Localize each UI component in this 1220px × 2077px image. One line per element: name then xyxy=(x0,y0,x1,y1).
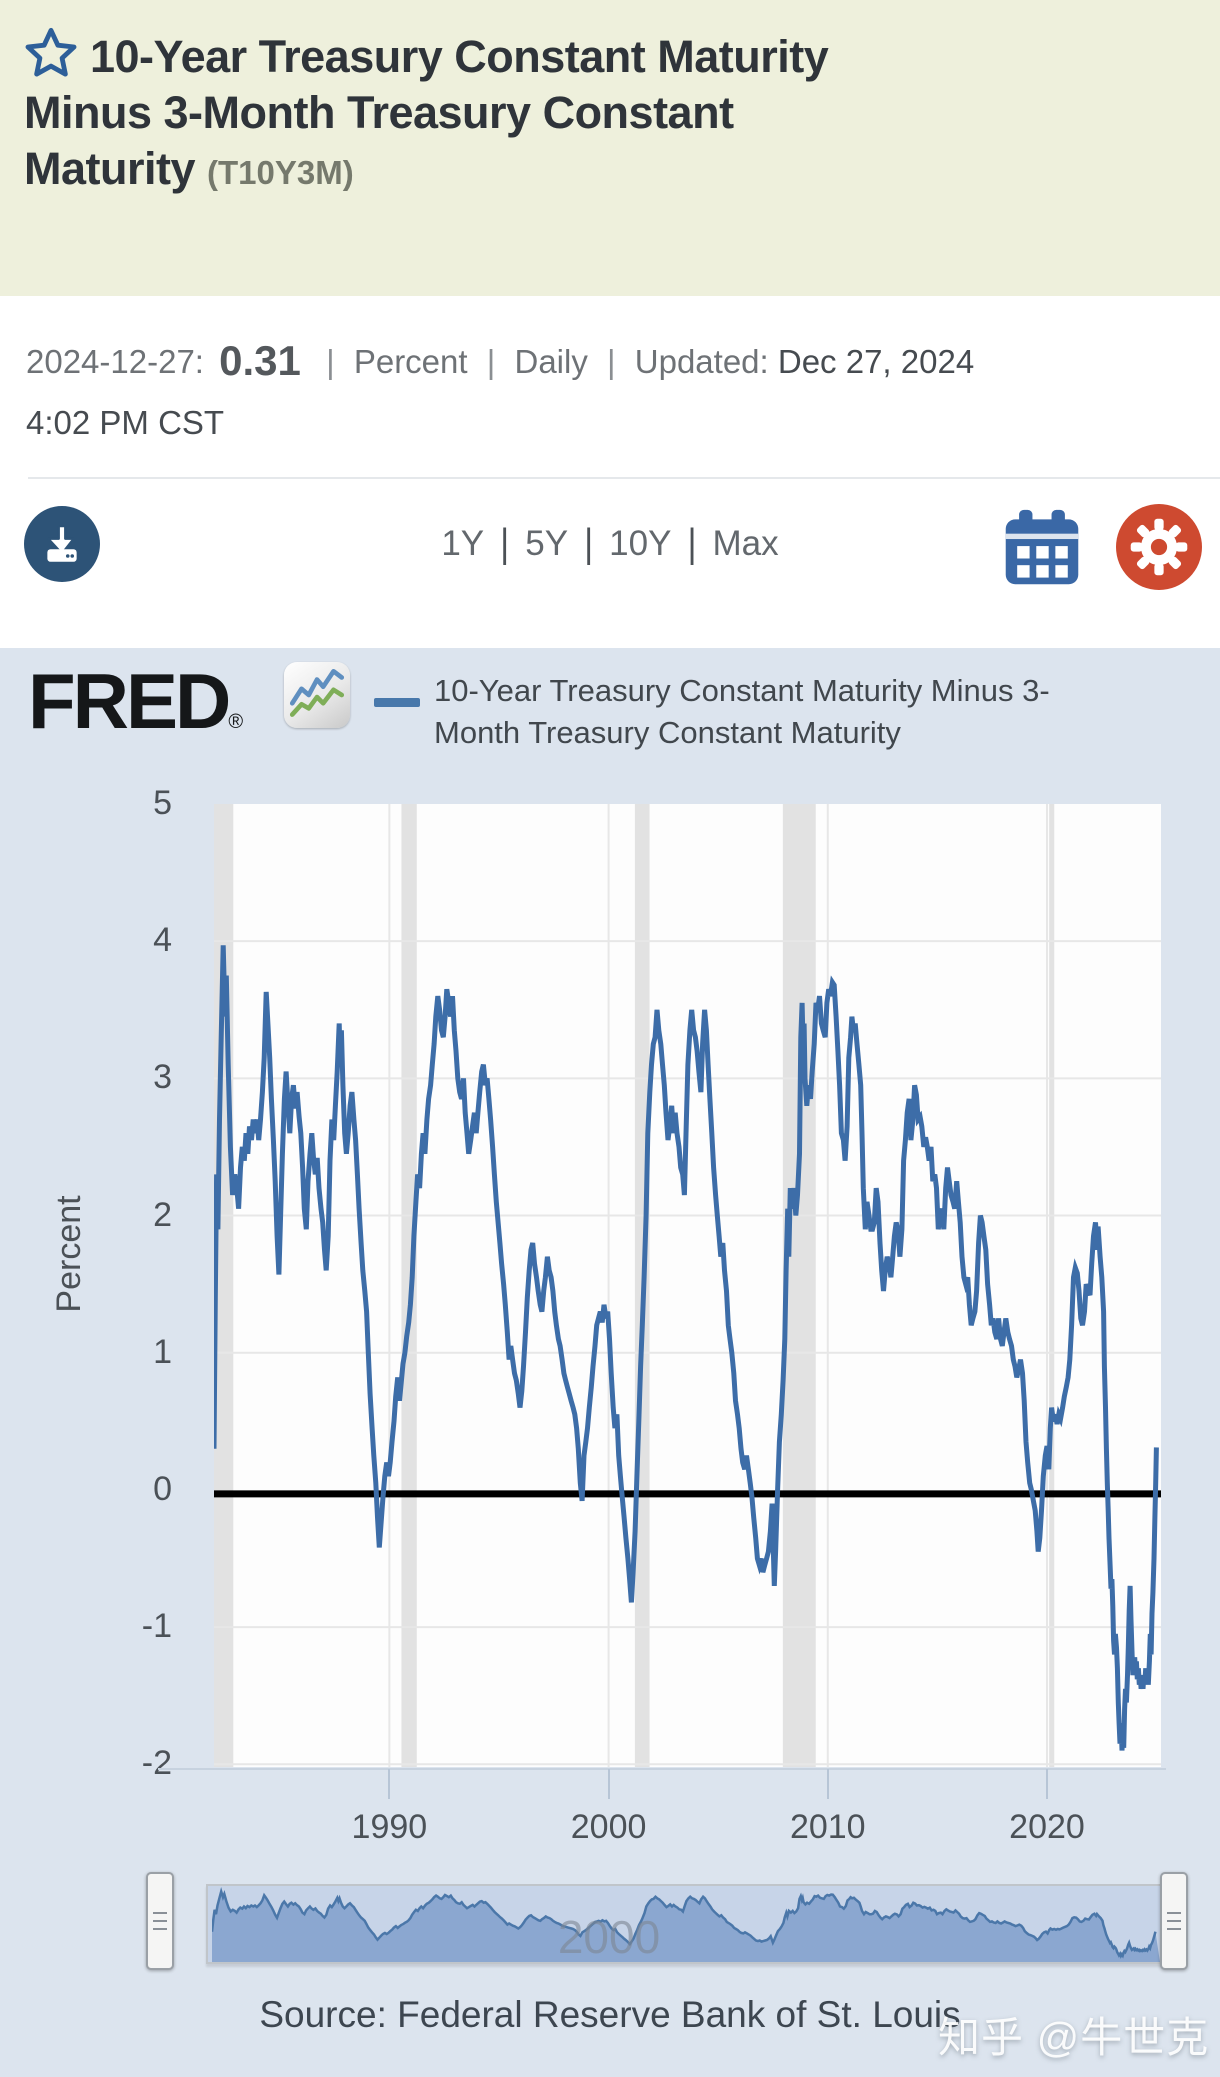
title-line-3: Maturity xyxy=(24,142,196,194)
x-tick-label: 2000 xyxy=(570,1808,647,1846)
fred-logo-icon xyxy=(284,662,350,728)
recession-band xyxy=(782,804,816,1767)
observation-date: 2024-12-27: xyxy=(26,343,204,380)
x-tick-mark xyxy=(388,1769,391,1799)
y-tick-label: 4 xyxy=(153,921,172,960)
x-tick-label: 2020 xyxy=(1009,1808,1085,1846)
updated-date: Dec 27, 2024 xyxy=(777,343,975,380)
range-option-max[interactable]: Max xyxy=(712,524,779,563)
x-tick-mark xyxy=(607,1769,610,1799)
range-option-5y[interactable]: 5Y xyxy=(525,524,569,563)
recession-band xyxy=(1049,804,1055,1767)
star-icon xyxy=(25,27,77,77)
y-tick-label: 2 xyxy=(153,1195,172,1234)
separator: | xyxy=(607,343,616,380)
x-axis-line xyxy=(158,1768,1166,1770)
y-tick-label: 5 xyxy=(153,784,172,822)
updated-label: Updated: xyxy=(634,343,769,380)
header: 10-Year Treasury Constant Maturity Minus… xyxy=(0,0,1220,296)
download-button[interactable] xyxy=(24,506,100,582)
y-tick-label: -1 xyxy=(141,1607,172,1646)
x-tick-label: 1990 xyxy=(351,1808,428,1846)
separator: | xyxy=(486,343,496,380)
fred-logo[interactable]: FRED® xyxy=(28,656,243,746)
updated-time: 4:02 PM CST xyxy=(26,403,225,441)
plot-background xyxy=(214,804,1161,1767)
slider-area xyxy=(212,1891,1160,1962)
gear-icon xyxy=(1130,518,1188,576)
frequency-label: Daily xyxy=(514,343,588,380)
registered-mark: ® xyxy=(228,711,244,733)
range-slider-track[interactable]: 2000 xyxy=(206,1884,1168,1964)
page-title: 10-Year Treasury Constant Maturity Minus… xyxy=(24,26,1199,196)
y-axis-title: Percent xyxy=(50,1195,88,1313)
series-line xyxy=(214,945,1159,1751)
x-tick-mark xyxy=(1046,1769,1048,1799)
series-ticker: (T10Y3M) xyxy=(207,153,354,191)
divider xyxy=(28,477,1220,479)
range-option-10y[interactable]: 10Y xyxy=(609,524,672,563)
range-slider-minichart xyxy=(212,1887,1160,1962)
y-tick-label: 1 xyxy=(153,1332,172,1371)
legend-line-swatch xyxy=(374,698,420,707)
chart-section: FRED® 10-Year Treasury Constant Maturity… xyxy=(0,648,1220,2077)
download-icon xyxy=(47,525,77,562)
watermark: 知乎 @牛世克 xyxy=(938,2014,1210,2061)
title-line-1: 10-Year Treasury Constant Maturity xyxy=(90,31,829,82)
range-option-1y[interactable]: 1Y xyxy=(441,524,485,563)
x-tick-label: 2010 xyxy=(789,1808,866,1846)
date-range-selector: 1Y | 5Y | 10Y | Max xyxy=(0,521,1220,566)
favorite-button[interactable] xyxy=(24,26,78,80)
separator: | xyxy=(326,343,335,380)
slider-year-label: 2000 xyxy=(557,1911,661,1963)
slider-handle-left[interactable] xyxy=(146,1872,174,1970)
settings-button[interactable] xyxy=(1116,504,1202,590)
y-tick-label: -2 xyxy=(141,1744,172,1783)
fred-logo-text: FRED xyxy=(28,657,231,745)
x-tick-mark xyxy=(826,1769,829,1799)
observation-readout: 2024-12-27: 0.31 | Percent | Daily | Upd… xyxy=(26,336,1196,442)
title-line-2: Minus 3-Month Treasury Constant xyxy=(24,86,734,138)
y-tick-label: 3 xyxy=(153,1058,172,1097)
calendar-button[interactable] xyxy=(1000,506,1084,590)
legend-label: 10-Year Treasury Constant Maturity Minus… xyxy=(434,673,1050,750)
separator: | xyxy=(687,521,697,566)
separator: | xyxy=(500,521,510,566)
source-text: Source: Federal Reserve Bank of St. Loui… xyxy=(259,1994,961,2035)
recession-band xyxy=(401,804,417,1767)
y-tick-label: 0 xyxy=(153,1469,172,1508)
separator: | xyxy=(584,521,594,566)
calendar-icon xyxy=(1005,509,1079,585)
slider-line xyxy=(212,1887,1157,1959)
slider-handle-right[interactable] xyxy=(1160,1872,1188,1970)
plot-area[interactable] xyxy=(214,804,1161,1767)
observation-value: 0.31 xyxy=(219,337,301,384)
units-label: Percent xyxy=(353,343,468,380)
